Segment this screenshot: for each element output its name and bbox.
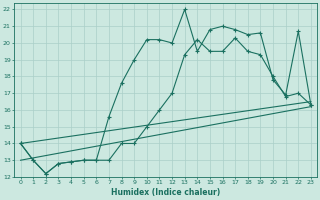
X-axis label: Humidex (Indice chaleur): Humidex (Indice chaleur) (111, 188, 220, 197)
